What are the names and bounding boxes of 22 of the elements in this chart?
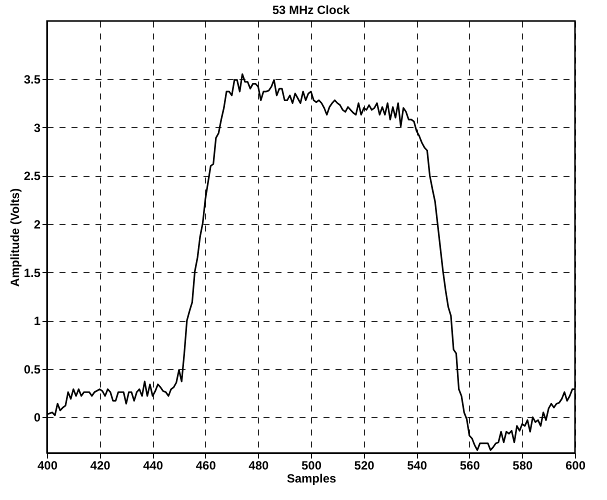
x-tick-label: 400 xyxy=(37,458,58,472)
x-tick-label: 420 xyxy=(90,458,111,472)
x-tick-label: 460 xyxy=(196,458,216,472)
x-tick-label: 440 xyxy=(143,458,164,472)
x-tick-label: 600 xyxy=(565,458,586,472)
x-tick-label: 520 xyxy=(354,458,375,472)
y-tick-label: 0.5 xyxy=(24,362,41,376)
y-tick-label: 1 xyxy=(34,314,41,328)
y-tick-label: 3.5 xyxy=(24,72,41,86)
x-axis-title: Samples xyxy=(286,472,337,486)
y-axis-title: Amplitude (Volts) xyxy=(8,188,22,287)
x-tick-label: 500 xyxy=(301,458,322,472)
x-tick-label: 560 xyxy=(460,458,480,472)
x-tick-label: 580 xyxy=(512,458,534,472)
y-tick-label: 0 xyxy=(34,410,41,425)
x-tick-label: 480 xyxy=(248,458,270,472)
y-tick-label: 2.5 xyxy=(24,169,41,184)
chart-title: 53 MHz Clock xyxy=(272,3,350,17)
y-tick-label: 2 xyxy=(34,217,41,232)
y-tick-label: 3 xyxy=(34,120,41,135)
x-tick-label: 540 xyxy=(407,458,428,472)
y-tick-label: 1.5 xyxy=(24,266,41,280)
